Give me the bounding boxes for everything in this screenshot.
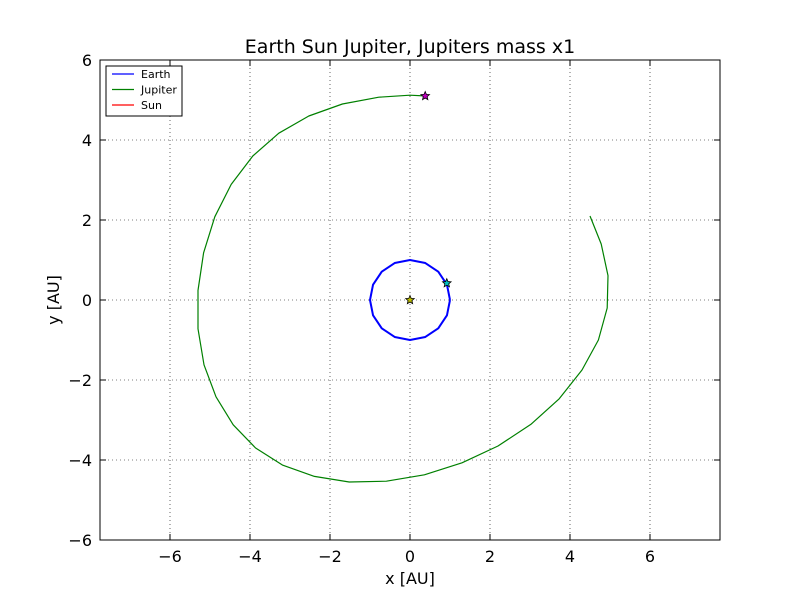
- end-marker-jupiter: [419, 90, 431, 101]
- x-axis-label: x [AU]: [385, 569, 435, 588]
- legend-label-sun: Sun: [141, 99, 162, 112]
- series-line-jupiter: [197, 94, 609, 483]
- x-tick-label: −6: [158, 547, 182, 566]
- x-tick-label: −4: [238, 547, 262, 566]
- end-marker-sun: [404, 294, 416, 305]
- series-line-earth: [369, 259, 451, 341]
- end-marker-earth: [441, 277, 453, 288]
- y-tick-label: 2: [82, 211, 92, 230]
- x-tick-label: 2: [485, 547, 495, 566]
- y-tick-label: −6: [68, 531, 92, 550]
- y-tick-label: −4: [68, 451, 92, 470]
- x-tick-label: −2: [318, 547, 342, 566]
- legend: Earth Jupiter Sun: [105, 65, 183, 117]
- chart-title: Earth Sun Jupiter, Jupiters mass x1: [245, 36, 575, 58]
- y-tick-label: 4: [82, 131, 92, 150]
- x-tick-label: 0: [405, 547, 415, 566]
- tick-marks: [100, 59, 720, 541]
- x-tick-label: 6: [645, 547, 655, 566]
- tick-labels: −6 −4 −2 0 2 4 6 −6 −4 −2 0 2 4 6: [68, 51, 655, 566]
- y-tick-label: 0: [82, 291, 92, 310]
- legend-label-jupiter: Jupiter: [140, 84, 177, 97]
- series-layer: [197, 90, 609, 483]
- y-tick-label: −2: [68, 371, 92, 390]
- x-tick-label: 4: [565, 547, 575, 566]
- legend-label-earth: Earth: [141, 68, 171, 81]
- y-tick-label: 6: [82, 51, 92, 70]
- y-axis-label: y [AU]: [44, 275, 63, 325]
